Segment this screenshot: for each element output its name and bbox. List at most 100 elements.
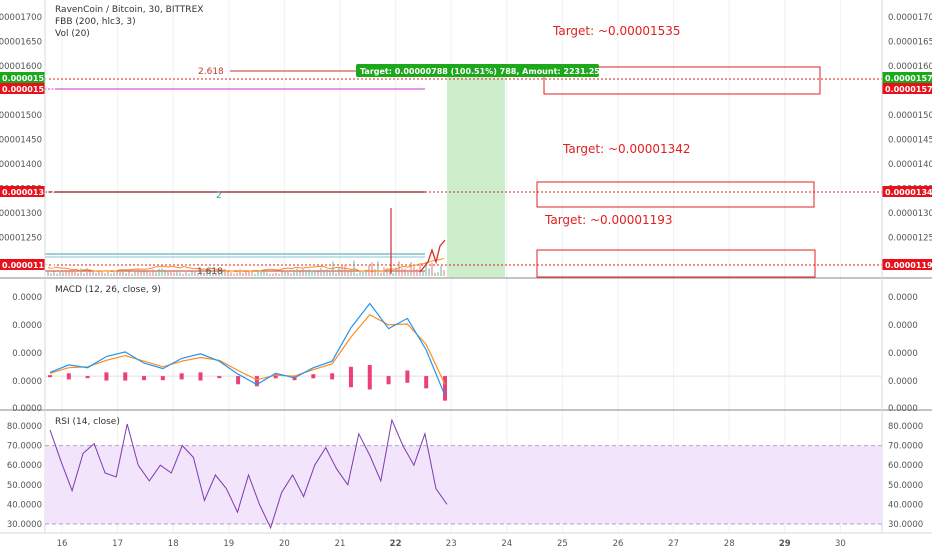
left-price-tick: 0.00001400 <box>0 160 42 170</box>
macd-left-tick: 0.0000 <box>12 349 42 359</box>
fib-label-2: 2 <box>216 191 222 201</box>
price-panel[interactable]: Target: ~0.00001535 Target: ~0.00001342 … <box>0 0 932 533</box>
time-tick-label: 19 <box>223 539 234 549</box>
rsi-right-tick: 60.0000 <box>888 461 923 471</box>
rsi-title: RSI (14, close) <box>55 417 120 427</box>
indicator-vol-label: Vol (20) <box>55 29 90 39</box>
left-price-tick: 0.00001650 <box>0 38 42 48</box>
target-box-2[interactable] <box>536 181 815 208</box>
rsi-left-tick: 60.0000 <box>7 461 42 471</box>
rsi-left-tick: 70.0000 <box>7 442 42 452</box>
macd-histogram-bar <box>236 376 241 385</box>
left-price-tick: 0.00001250 <box>0 234 42 244</box>
fbb-band-line <box>47 257 445 273</box>
time-tick-label: 29 <box>779 539 791 549</box>
macd-right-tick: 0.0000 <box>888 293 918 303</box>
target-label-3: Target: ~0.00001193 <box>544 213 673 227</box>
price-badge-right <box>882 186 932 197</box>
macd-histogram-bar <box>405 370 410 383</box>
rsi-right-tick: 70.0000 <box>888 442 923 452</box>
left-price-tick: 0.00001700 <box>0 13 42 23</box>
time-tick-label: 26 <box>613 539 624 549</box>
rsi-panel[interactable]: RSI (14, close) 80.0000 80.0000 70.0000 70.… <box>7 417 923 530</box>
right-price-tick: 0.00001300 <box>888 209 932 219</box>
price-badge-right <box>882 72 932 83</box>
rsi-left-tick: 30.0000 <box>7 520 42 530</box>
time-tick-label: 24 <box>501 539 512 549</box>
macd-histogram-bar <box>311 374 316 379</box>
indicator-fbb-label: FBB (200, hlc3, 3) <box>55 17 136 27</box>
macd-histogram-bar <box>443 376 447 401</box>
price-badge-right <box>882 83 932 94</box>
time-tick-label: 16 <box>57 539 68 549</box>
time-axis[interactable]: 16 17 18 19 20 21 22 23 24 25 26 27 28 29 30 <box>57 539 846 549</box>
right-price-tick: 0.00001600 <box>888 62 932 72</box>
macd-left-tick: 0.0000 <box>12 321 42 331</box>
macd-panel[interactable]: MACD (12, 26, close, 9) 0.0000 0.00000.00… <box>12 285 918 414</box>
target-label-1: Target: ~0.00001535 <box>552 24 681 38</box>
time-tick-label: 23 <box>446 539 457 549</box>
time-tick-label: 17 <box>112 539 123 549</box>
rsi-right-tick: 40.0000 <box>888 500 923 510</box>
macd-left-tick: 0.0000 <box>12 404 42 414</box>
rsi-left-tick: 40.0000 <box>7 500 42 510</box>
price-badge-right-text: 0.00001570 <box>885 85 932 94</box>
macd-histogram-bar <box>123 372 128 381</box>
macd-left-tick: 0.0000 <box>12 293 42 303</box>
right-price-tick: 0.00001250 <box>888 234 932 244</box>
time-tick-label: 25 <box>557 539 568 549</box>
macd-histogram-bar <box>348 366 353 388</box>
chart-title: RavenCoin / Bitcoin, 30, BITTREX <box>55 5 203 15</box>
trade-target-badge[interactable] <box>356 64 599 77</box>
rsi-right-tick: 30.0000 <box>888 520 923 530</box>
macd-histogram-bar <box>104 372 109 381</box>
price-badge-left-text: 0.00001342 <box>2 188 55 197</box>
macd-right-tick: 0.0000 <box>888 377 918 387</box>
price-badge-left-text: 0.00001570 <box>2 85 56 94</box>
fib-label-2618: 2.618 <box>198 67 224 77</box>
price-badge-right-text: 0.00001342 <box>885 188 932 197</box>
macd-line <box>49 302 446 396</box>
price-badge-left <box>0 72 45 83</box>
time-tick-label: 22 <box>390 539 402 549</box>
macd-histogram-bar <box>179 373 184 380</box>
time-tick-label: 28 <box>724 539 735 549</box>
time-tick-label: 18 <box>168 539 179 549</box>
target-box-1[interactable] <box>543 66 821 95</box>
left-price-tick: 0.00001500 <box>0 111 42 121</box>
right-price-tick: 0.00001700 <box>888 13 932 23</box>
price-badges: 0.00001572 0.00001572 0.00001570 0.00001570… <box>0 72 932 270</box>
time-tick-label: 20 <box>279 539 290 549</box>
macd-histogram-bar <box>198 372 203 381</box>
price-badge-left-text: 0.00001572 <box>2 74 55 83</box>
rsi-line <box>49 418 448 530</box>
macd-histogram-bar <box>254 376 259 387</box>
target-box-3[interactable] <box>536 249 816 278</box>
macd-signal-line <box>49 313 446 385</box>
price-candles <box>47 257 445 276</box>
time-tick-label: 30 <box>835 539 846 549</box>
right-price-tick: 0.00001400 <box>888 160 932 170</box>
macd-histogram-bar <box>142 376 147 381</box>
rsi-left-tick: 50.0000 <box>7 481 42 491</box>
macd-histogram-bar <box>85 376 90 379</box>
left-price-tick: 0.00001600 <box>0 62 42 72</box>
macd-right-tick: 0.0000 <box>888 321 918 331</box>
target-label-2: Target: ~0.00001342 <box>562 142 691 156</box>
price-badge-left-text: 0.00001193 <box>2 261 55 270</box>
right-price-tick: 0.00001500 <box>888 111 932 121</box>
left-price-tick: 0.00001450 <box>0 136 42 146</box>
right-price-tick: 0.00001450 <box>888 136 932 146</box>
macd-right-tick: 0.0000 <box>888 404 918 414</box>
macd-histogram-bar <box>160 376 165 381</box>
rsi-left-tick: 80.0000 <box>7 422 42 432</box>
fib-label-1618: 1.618 <box>197 267 223 277</box>
macd-histogram-bar <box>48 375 52 378</box>
rsi-right-tick: 50.0000 <box>888 481 923 491</box>
right-price-tick: 0.00001650 <box>888 38 932 48</box>
time-tick-label: 21 <box>335 539 346 549</box>
macd-histogram <box>45 364 882 401</box>
macd-histogram-bar <box>330 373 335 380</box>
